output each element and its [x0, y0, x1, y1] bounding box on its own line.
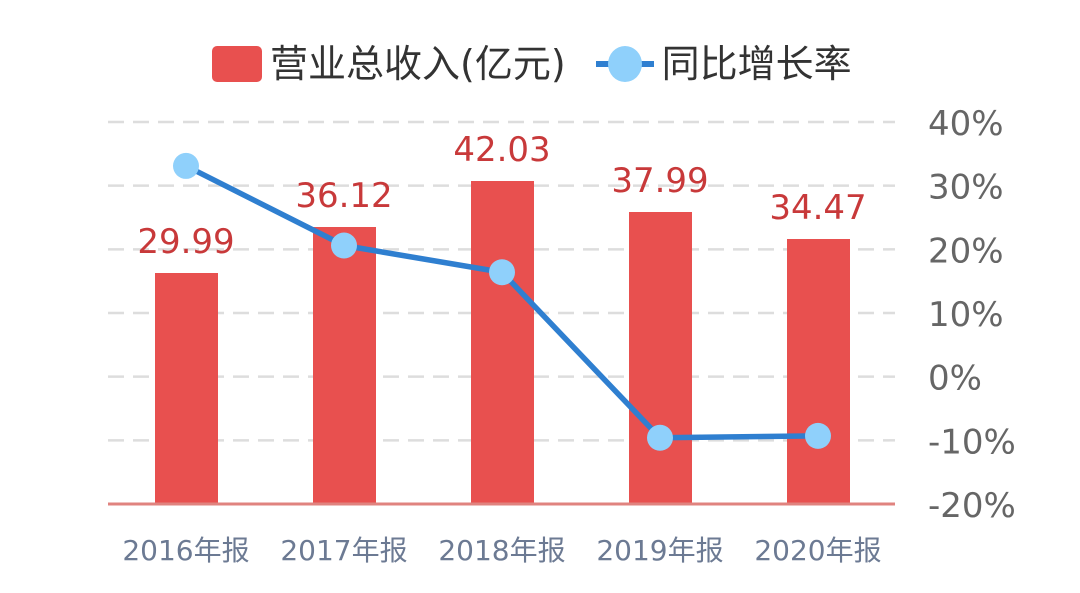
- bar-value-label: 29.99: [137, 222, 234, 262]
- growth-point-marker: [647, 424, 673, 451]
- legend-label-growth: 同比增长率: [661, 42, 852, 86]
- revenue-bar: [787, 239, 850, 504]
- growth-point-marker: [173, 152, 199, 179]
- revenue-bar: [155, 273, 218, 504]
- revenue-bar: [471, 181, 534, 504]
- bar-value-label: 37.99: [611, 161, 708, 201]
- growth-point-marker: [489, 259, 515, 286]
- growth-point-marker: [331, 232, 357, 259]
- y-axis-tick: 40%: [928, 104, 1004, 144]
- x-axis-tick: 2016年报: [122, 534, 249, 567]
- bar-value-label: 42.03: [453, 130, 550, 170]
- line-marker-swatch-icon: [595, 46, 654, 82]
- chart-legend: 营业总收入(亿元) 同比增长率: [212, 38, 852, 90]
- legend-label-revenue: 营业总收入(亿元): [270, 42, 566, 86]
- bar-value-label: 36.12: [295, 176, 392, 216]
- x-axis-tick: 2018年报: [438, 534, 565, 567]
- y-axis-tick: -20%: [928, 486, 1016, 526]
- legend-item-revenue: 营业总收入(亿元): [212, 45, 566, 83]
- revenue-bar: [313, 227, 376, 504]
- growth-point-marker: [805, 422, 831, 449]
- y-axis-tick: 30%: [928, 168, 1004, 208]
- y-axis-tick: 10%: [928, 295, 1004, 335]
- x-axis-tick: 2020年报: [754, 534, 881, 567]
- x-axis-tick: 2017年报: [280, 534, 407, 567]
- y-axis-tick: -10%: [928, 422, 1016, 462]
- y-axis-tick: 20%: [928, 231, 1004, 271]
- legend-item-growth: 同比增长率: [566, 45, 852, 83]
- bar-swatch-icon: [212, 46, 262, 82]
- x-axis-tick: 2019年报: [596, 534, 723, 567]
- bar-value-label: 34.47: [769, 188, 866, 228]
- y-axis-tick: 0%: [928, 359, 982, 399]
- revenue-bar: [629, 212, 692, 504]
